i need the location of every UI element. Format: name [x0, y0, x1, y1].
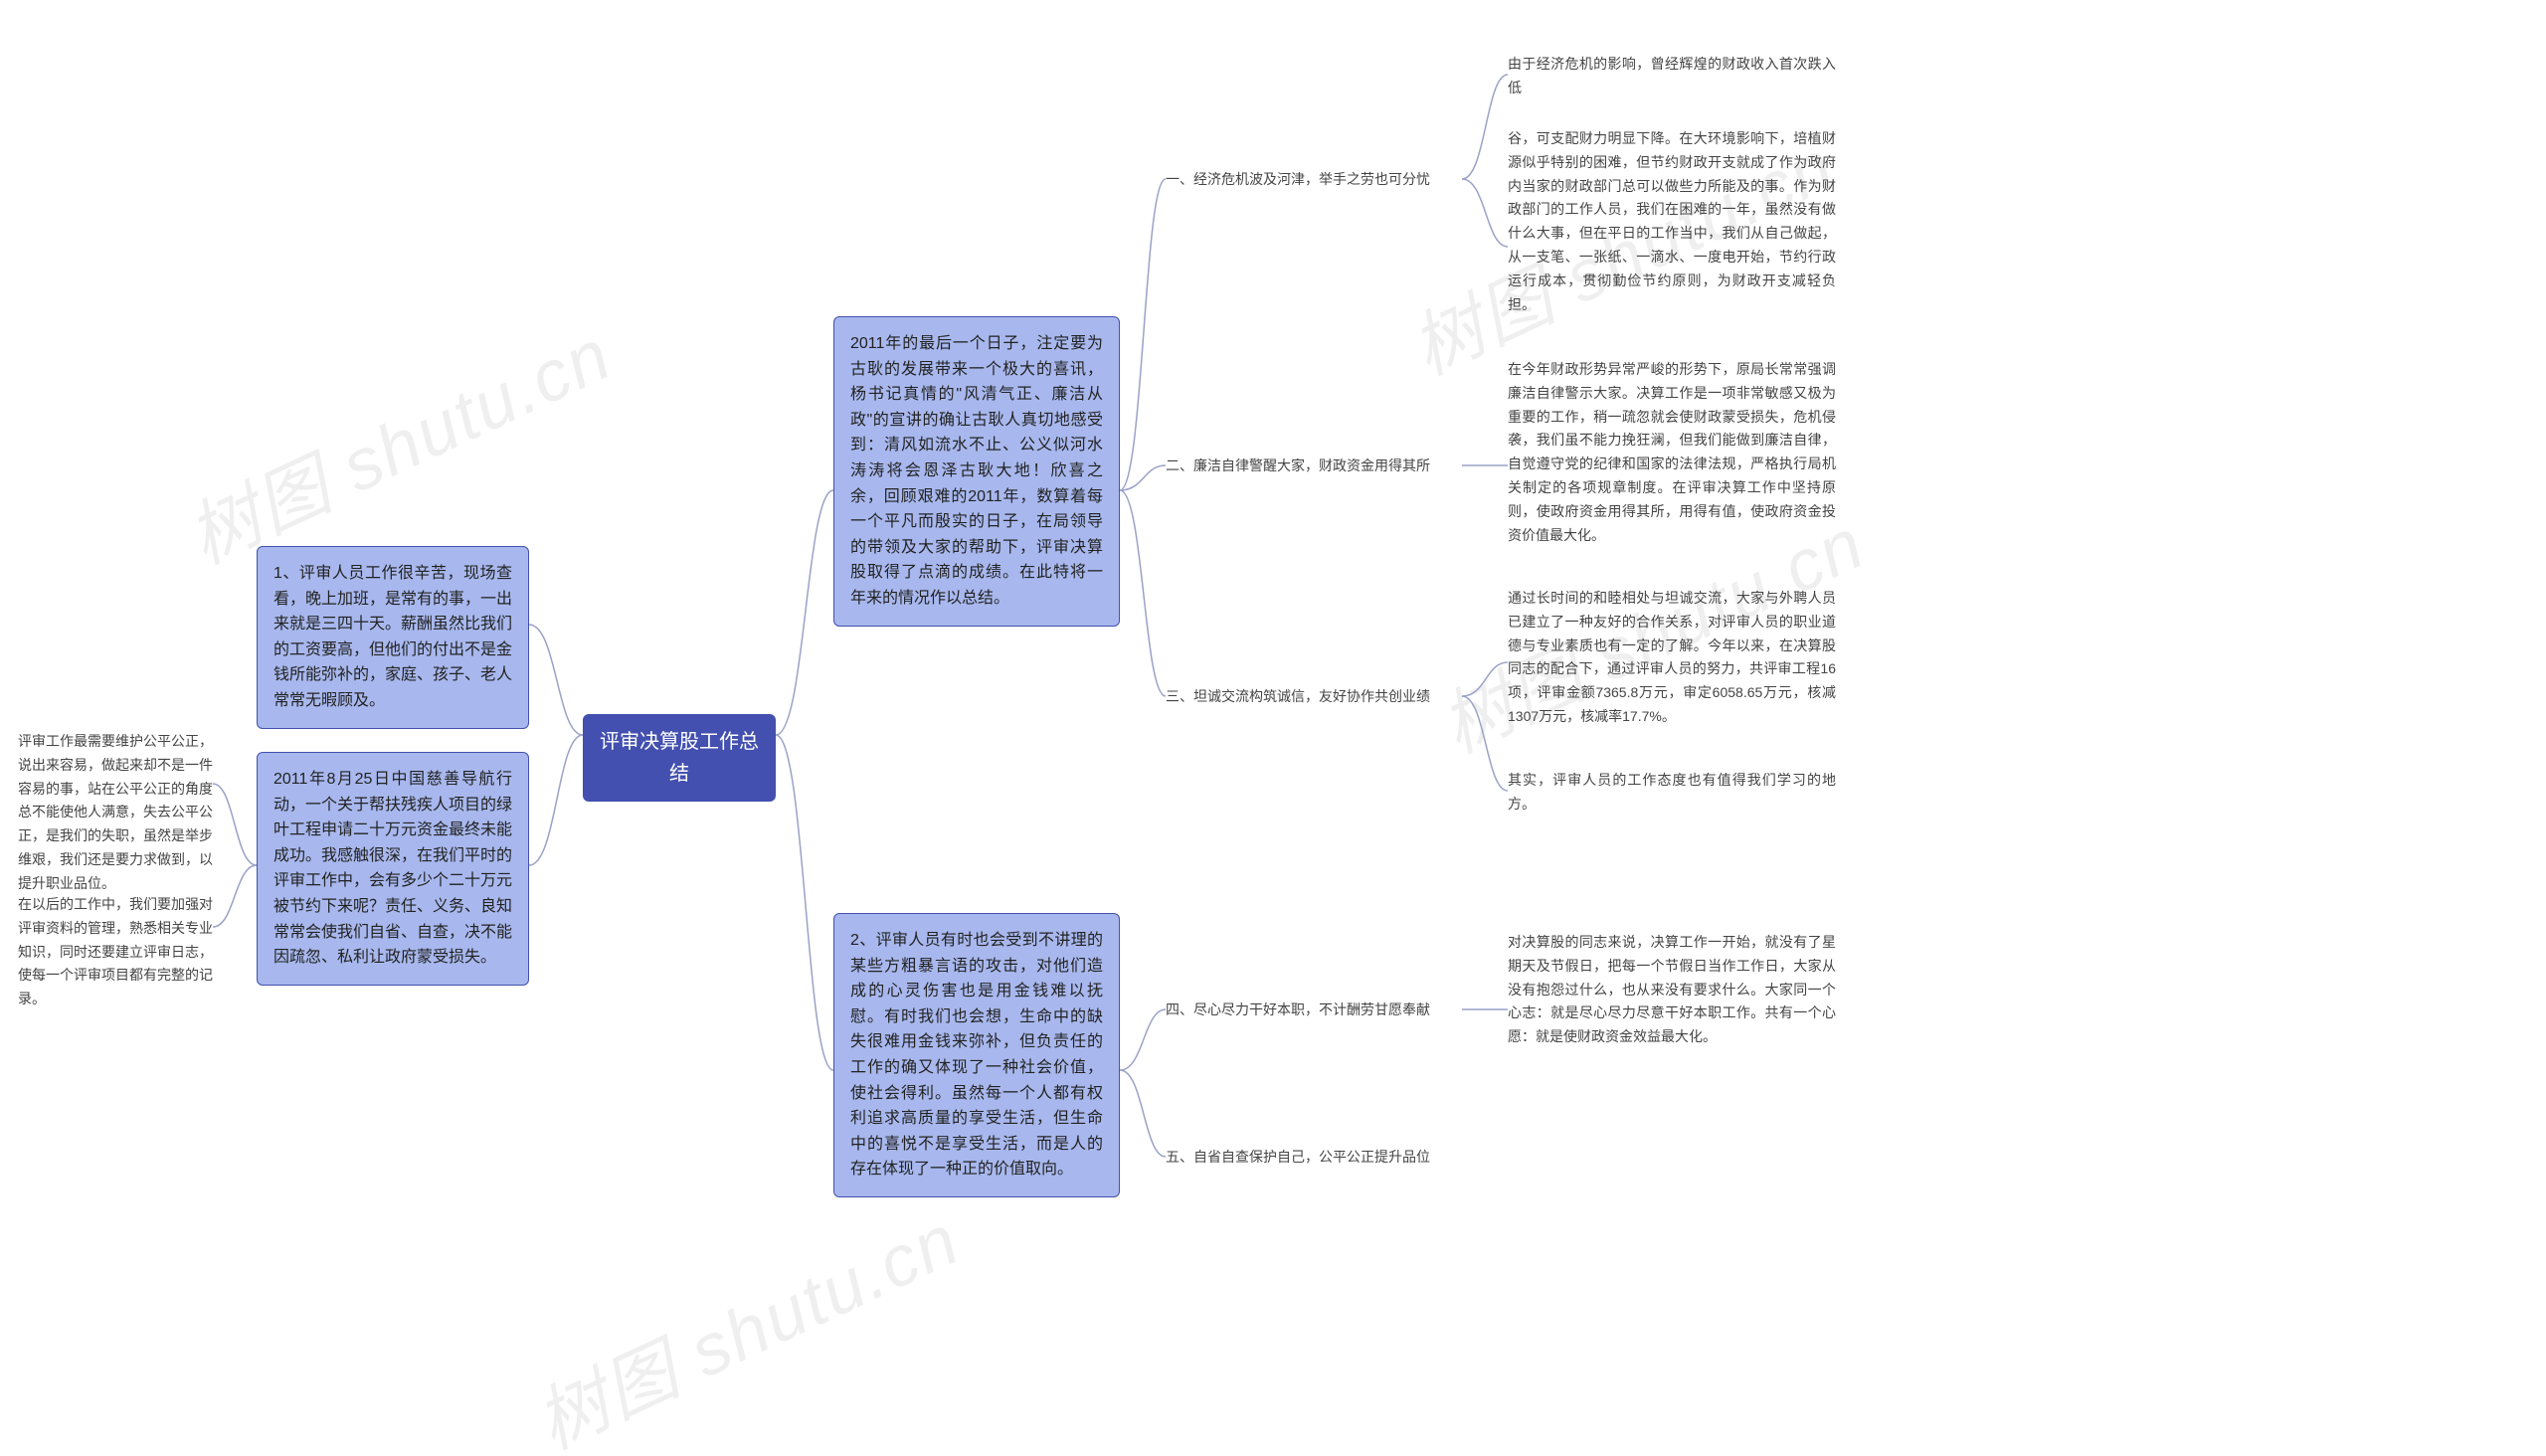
right-box-1: 2011年的最后一个日子，注定要为古耿的发展带来一个极大的喜讯，杨书记真情的"风… — [833, 316, 1120, 627]
h3-p2: 其实，评审人员的工作态度也有值得我们学习的地方。 — [1508, 769, 1836, 817]
watermark: 树图 shutu.cn — [516, 1182, 974, 1456]
left-leaf-1: 评审工作最需要维护公平公正，说出来容易，做起来却不是一件容易的事，站在公平公正的… — [18, 730, 213, 896]
h3-p1: 通过长时间的和睦相处与坦诚交流，大家与外聘人员已建立了一种友好的合作关系，对评审… — [1508, 587, 1836, 729]
h2-p1: 在今年财政形势异常严峻的形势下，原局长常常强调廉洁自律警示大家。决算工作是一项非… — [1508, 358, 1836, 547]
root-node: 评审决算股工作总结 — [583, 714, 776, 802]
right-box-2: 2、评审人员有时也会受到不讲理的某些方粗暴言语的攻击，对他们造成的心灵伤害也是用… — [833, 913, 1120, 1197]
left-box-2: 2011年8月25日中国慈善导航行动，一个关于帮扶残疾人项目的绿叶工程申请二十万… — [257, 752, 529, 986]
h1-title: 一、经济危机波及河津，举手之劳也可分忧 — [1166, 168, 1462, 192]
h4-title: 四、尽心尽力干好本职，不计酬劳甘愿奉献 — [1166, 999, 1462, 1022]
canvas: 树图 shutu.cn 树图 shutu.cn 树图 shutu.cn 树图 s… — [0, 0, 2546, 1456]
h2-title: 二、廉洁自律警醒大家，财政资金用得其所 — [1166, 455, 1462, 478]
h1-p1: 由于经济危机的影响，曾经辉煌的财政收入首次跌入低 — [1508, 53, 1836, 100]
left-box-1: 1、评审人员工作很辛苦，现场查看，晚上加班，是常有的事，一出来就是三四十天。薪酬… — [257, 546, 529, 729]
h4-p1: 对决算股的同志来说，决算工作一开始，就没有了星期天及节假日，把每一个节假日当作工… — [1508, 931, 1836, 1049]
h1-p2: 谷，可支配财力明显下降。在大环境影响下，培植财源似乎特别的困难，但节约财政开支就… — [1508, 127, 1836, 316]
left-leaf-2: 在以后的工作中，我们要加强对评审资料的管理，熟悉相关专业知识，同时还要建立评审日… — [18, 893, 213, 1011]
h3-title: 三、坦诚交流构筑诚信，友好协作共创业绩 — [1166, 685, 1462, 709]
h5-title: 五、自省自查保护自己，公平公正提升品位 — [1166, 1146, 1462, 1170]
watermark: 树图 shutu.cn — [168, 296, 626, 584]
